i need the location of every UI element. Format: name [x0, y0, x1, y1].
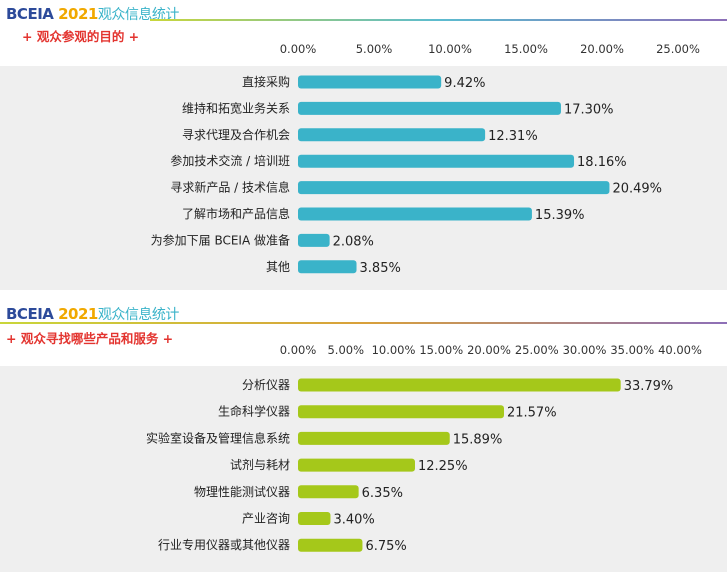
- brand-suffix: 观众信息统计: [97, 307, 180, 323]
- x-tick-label: 5.00%: [327, 343, 364, 357]
- x-tick-label: 0.00%: [280, 343, 317, 357]
- bar-chart-products: 0.00% 5.00% 10.00% 15.00% 20.00% 25.00% 30.00%…: [146, 343, 702, 554]
- bar: [298, 181, 610, 195]
- category-label: 直接采购: [242, 74, 290, 89]
- brand-logo: BCEIA 2021观众信息统计: [6, 4, 179, 24]
- bar: [298, 378, 621, 392]
- bar: [298, 128, 486, 142]
- header-rule: [150, 19, 727, 21]
- brand-logo: BCEIA 2021观众信息统计: [6, 304, 179, 324]
- data-label: 3.85%: [360, 261, 401, 276]
- category-label: 维持和拓宽业务关系: [182, 100, 290, 115]
- header-rule: [0, 322, 727, 324]
- category-label: 分析仪器: [242, 378, 290, 392]
- bar: [298, 207, 532, 221]
- x-tick-label: 15.00%: [419, 343, 463, 357]
- category-label: 其他: [266, 260, 290, 274]
- x-tick-label: 35.00%: [610, 343, 654, 357]
- bar: [298, 458, 415, 472]
- bar: [298, 154, 575, 168]
- bar: [298, 101, 561, 115]
- data-label: 21.57%: [507, 406, 557, 421]
- chart-panel-products: BCEIA 2021观众信息统计 + 观众寻找哪些产品和服务 + 0.00% 5.…: [0, 300, 727, 572]
- bar: [298, 260, 357, 274]
- chart-subtitle: + 观众寻找哪些产品和服务 +: [6, 331, 174, 346]
- category-label: 行业专用仪器或其他仪器: [158, 537, 290, 552]
- x-tick-label: 0.00%: [280, 42, 317, 56]
- x-tick-label: 5.00%: [356, 42, 393, 56]
- bar: [298, 512, 331, 525]
- chart-subtitle: + 观众参观的目的 +: [22, 29, 140, 44]
- brand-name: BCEIA: [6, 305, 59, 323]
- x-tick-label: 10.00%: [428, 42, 472, 56]
- data-label: 6.35%: [362, 486, 403, 501]
- bar-chart-purpose: 0.00% 5.00% 10.00% 15.00% 20.00% 25.00% 直接采购 9.…: [151, 42, 700, 276]
- data-label: 9.42%: [444, 76, 485, 91]
- category-label: 为参加下届 BCEIA 做准备: [151, 232, 290, 247]
- data-label: 33.79%: [624, 379, 674, 394]
- category-label: 实验室设备及管理信息系统: [146, 430, 290, 445]
- data-label: 15.89%: [453, 432, 503, 447]
- category-label: 参加技术交流 / 培训班: [170, 153, 290, 168]
- x-tick-label: 20.00%: [580, 42, 624, 56]
- data-label: 2.08%: [333, 234, 374, 249]
- bar: [298, 405, 504, 419]
- category-label: 产业咨询: [242, 511, 290, 526]
- category-label: 寻求代理及合作机会: [182, 127, 290, 142]
- data-label: 3.40%: [333, 513, 374, 528]
- brand-year: 2021: [58, 305, 98, 323]
- data-label: 20.49%: [612, 182, 662, 197]
- category-label: 物理性能测试仪器: [194, 484, 290, 499]
- brand-year: 2021: [58, 5, 98, 23]
- bar: [298, 431, 450, 445]
- x-tick-label: 10.00%: [372, 343, 416, 357]
- chart-panel-purpose: BCEIA 2021观众信息统计 + 观众参观的目的 + 0.00% 5.00% 1…: [0, 4, 727, 290]
- data-label: 12.31%: [488, 129, 538, 144]
- brand-name: BCEIA: [6, 5, 59, 23]
- bar: [298, 75, 442, 89]
- x-tick-label: 40.00%: [658, 343, 702, 357]
- x-tick-label: 20.00%: [467, 343, 511, 357]
- data-label: 17.30%: [564, 102, 614, 117]
- bar: [298, 538, 363, 552]
- category-label: 试剂与耗材: [230, 457, 290, 472]
- data-label: 6.75%: [365, 539, 406, 554]
- data-label: 12.25%: [418, 459, 468, 474]
- x-tick-label: 25.00%: [515, 343, 559, 357]
- x-tick-label: 25.00%: [656, 42, 700, 56]
- data-label: 18.16%: [577, 155, 627, 170]
- category-label: 寻求新产品 / 技术信息: [170, 180, 290, 195]
- category-label: 生命科学仪器: [218, 404, 290, 419]
- category-label: 了解市场和产品信息: [182, 206, 290, 221]
- data-label: 15.39%: [535, 208, 585, 223]
- x-tick-label: 15.00%: [504, 42, 548, 56]
- bar: [298, 485, 359, 499]
- bar: [298, 233, 330, 247]
- x-tick-label: 30.00%: [563, 343, 607, 357]
